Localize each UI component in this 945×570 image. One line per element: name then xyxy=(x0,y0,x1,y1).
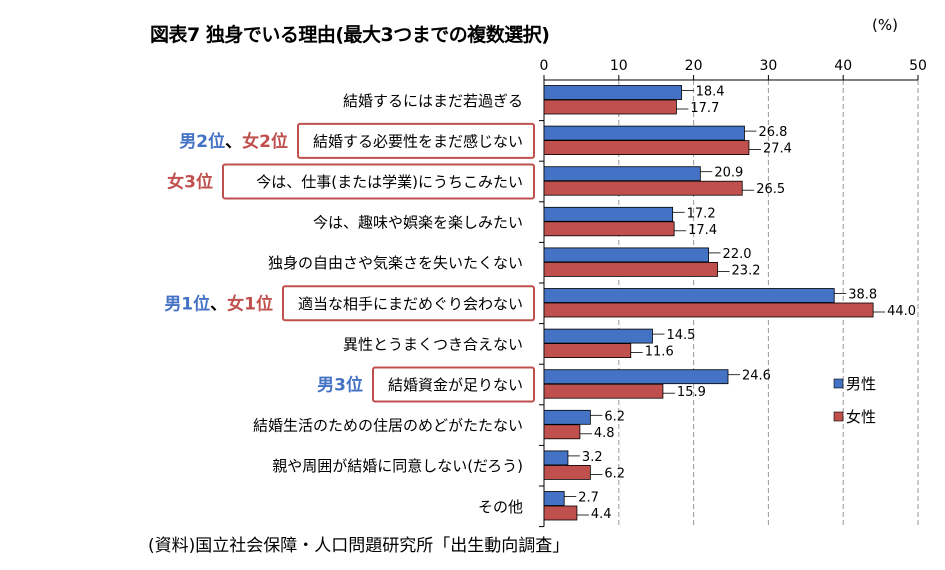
rank-annotation-part: 女1位 xyxy=(227,293,273,314)
value-label-female: 4.4 xyxy=(591,507,612,522)
value-label-female: 44.0 xyxy=(887,304,916,319)
value-label-female: 17.7 xyxy=(690,101,719,116)
rank-annotation: 男1位、女1位 xyxy=(164,293,273,314)
rank-annotation: 女3位 xyxy=(167,172,213,193)
legend-label-male: 男性 xyxy=(846,375,876,393)
bar-female xyxy=(543,99,677,115)
category-label: 適当な相手にまだめぐり会わない xyxy=(298,295,523,313)
highlight-box xyxy=(222,163,535,200)
bar-male xyxy=(543,288,835,303)
x-tick-label: 30 xyxy=(759,58,777,74)
bar-female xyxy=(543,343,632,359)
bar-male xyxy=(543,409,591,425)
rank-annotation-part: 女2位 xyxy=(242,131,288,152)
bar-male xyxy=(543,85,683,100)
highlight-box xyxy=(372,366,535,403)
bar-male xyxy=(543,247,709,263)
value-label-female: 26.5 xyxy=(756,182,785,197)
rank-annotation-part: 男1位 xyxy=(164,293,210,314)
value-label-male: 18.4 xyxy=(696,85,725,100)
bar-male xyxy=(543,450,569,466)
value-label-male: 3.2 xyxy=(582,450,603,465)
legend-swatch-male xyxy=(833,378,844,389)
legend-label-female: 女性 xyxy=(846,408,876,426)
rank-annotation-part: 、 xyxy=(210,294,227,314)
category-label: 結婚資金が足りない xyxy=(388,376,523,394)
rank-annotation-part: 男2位 xyxy=(179,131,225,152)
category-label: 結婚生活のための住居のめどがたたない xyxy=(253,417,523,435)
rank-annotation: 男3位 xyxy=(317,375,363,396)
bar-female xyxy=(543,140,750,156)
value-label-female: 4.8 xyxy=(594,426,615,441)
value-label-male: 38.8 xyxy=(848,288,877,303)
bar-male xyxy=(543,369,729,385)
x-tick-label: 50 xyxy=(909,58,927,74)
value-label-male: 26.8 xyxy=(758,125,787,140)
bar-male xyxy=(543,491,565,506)
rank-annotation-part: 女3位 xyxy=(167,172,213,193)
value-label-female: 27.4 xyxy=(763,142,792,157)
category-label: その他 xyxy=(478,498,523,516)
value-label-male: 2.7 xyxy=(578,491,599,506)
value-label-male: 14.5 xyxy=(666,328,695,343)
bar-male xyxy=(543,328,653,344)
bar-female xyxy=(543,302,874,318)
source-note: (資料)国立社会保障・人口問題研究所「出生動向調査」 xyxy=(148,536,570,556)
bar-female xyxy=(543,221,675,237)
x-tick-label: 40 xyxy=(834,58,852,74)
value-label-female: 17.4 xyxy=(688,223,717,238)
x-tick-label: 20 xyxy=(685,58,703,74)
rank-annotation: 男2位、女2位 xyxy=(179,131,288,152)
bar-female xyxy=(543,505,578,521)
value-label-female: 15.9 xyxy=(677,385,706,400)
value-label-female: 11.6 xyxy=(645,345,674,360)
bar-female xyxy=(543,180,743,196)
category-label: 独身の自由さや気楽さを失いたくない xyxy=(268,254,523,272)
chart-title: 図表7 独身でいる理由(最大3つまでの複数選択) xyxy=(150,24,550,46)
highlight-box xyxy=(282,285,535,322)
bar-male xyxy=(543,125,745,141)
value-label-female: 23.2 xyxy=(732,263,761,278)
bar-female xyxy=(543,464,591,480)
value-label-male: 22.0 xyxy=(723,247,752,262)
category-label: 結婚するにはまだ若過ぎる xyxy=(343,92,523,110)
category-label: 今は、仕事(または学業)にうちこみたい xyxy=(256,173,523,191)
bar-male xyxy=(543,206,674,222)
x-tick-label: 0 xyxy=(540,58,549,74)
category-label: 異性とうまくつき合えない xyxy=(343,335,523,353)
bar-female xyxy=(543,424,581,440)
bar-female xyxy=(543,383,664,399)
value-label-male: 20.9 xyxy=(714,166,743,181)
value-label-female: 6.2 xyxy=(604,466,625,481)
unit-label: (%) xyxy=(872,16,898,34)
rank-annotation-part: 、 xyxy=(225,132,242,152)
category-label: 結婚する必要性をまだ感じない xyxy=(313,132,523,150)
rank-annotation-part: 男3位 xyxy=(317,375,363,396)
bar-female xyxy=(543,261,718,277)
category-label: 今は、趣味や娯楽を楽しみたい xyxy=(313,214,523,232)
value-label-male: 24.6 xyxy=(742,369,771,384)
x-tick-label: 10 xyxy=(610,58,628,74)
value-label-male: 17.2 xyxy=(687,206,716,221)
bar-male xyxy=(543,166,701,182)
value-label-male: 6.2 xyxy=(604,409,625,424)
highlight-box xyxy=(297,122,535,159)
legend-swatch-female xyxy=(833,411,844,422)
category-label: 親や周囲が結婚に同意しない(だろう) xyxy=(272,457,523,475)
